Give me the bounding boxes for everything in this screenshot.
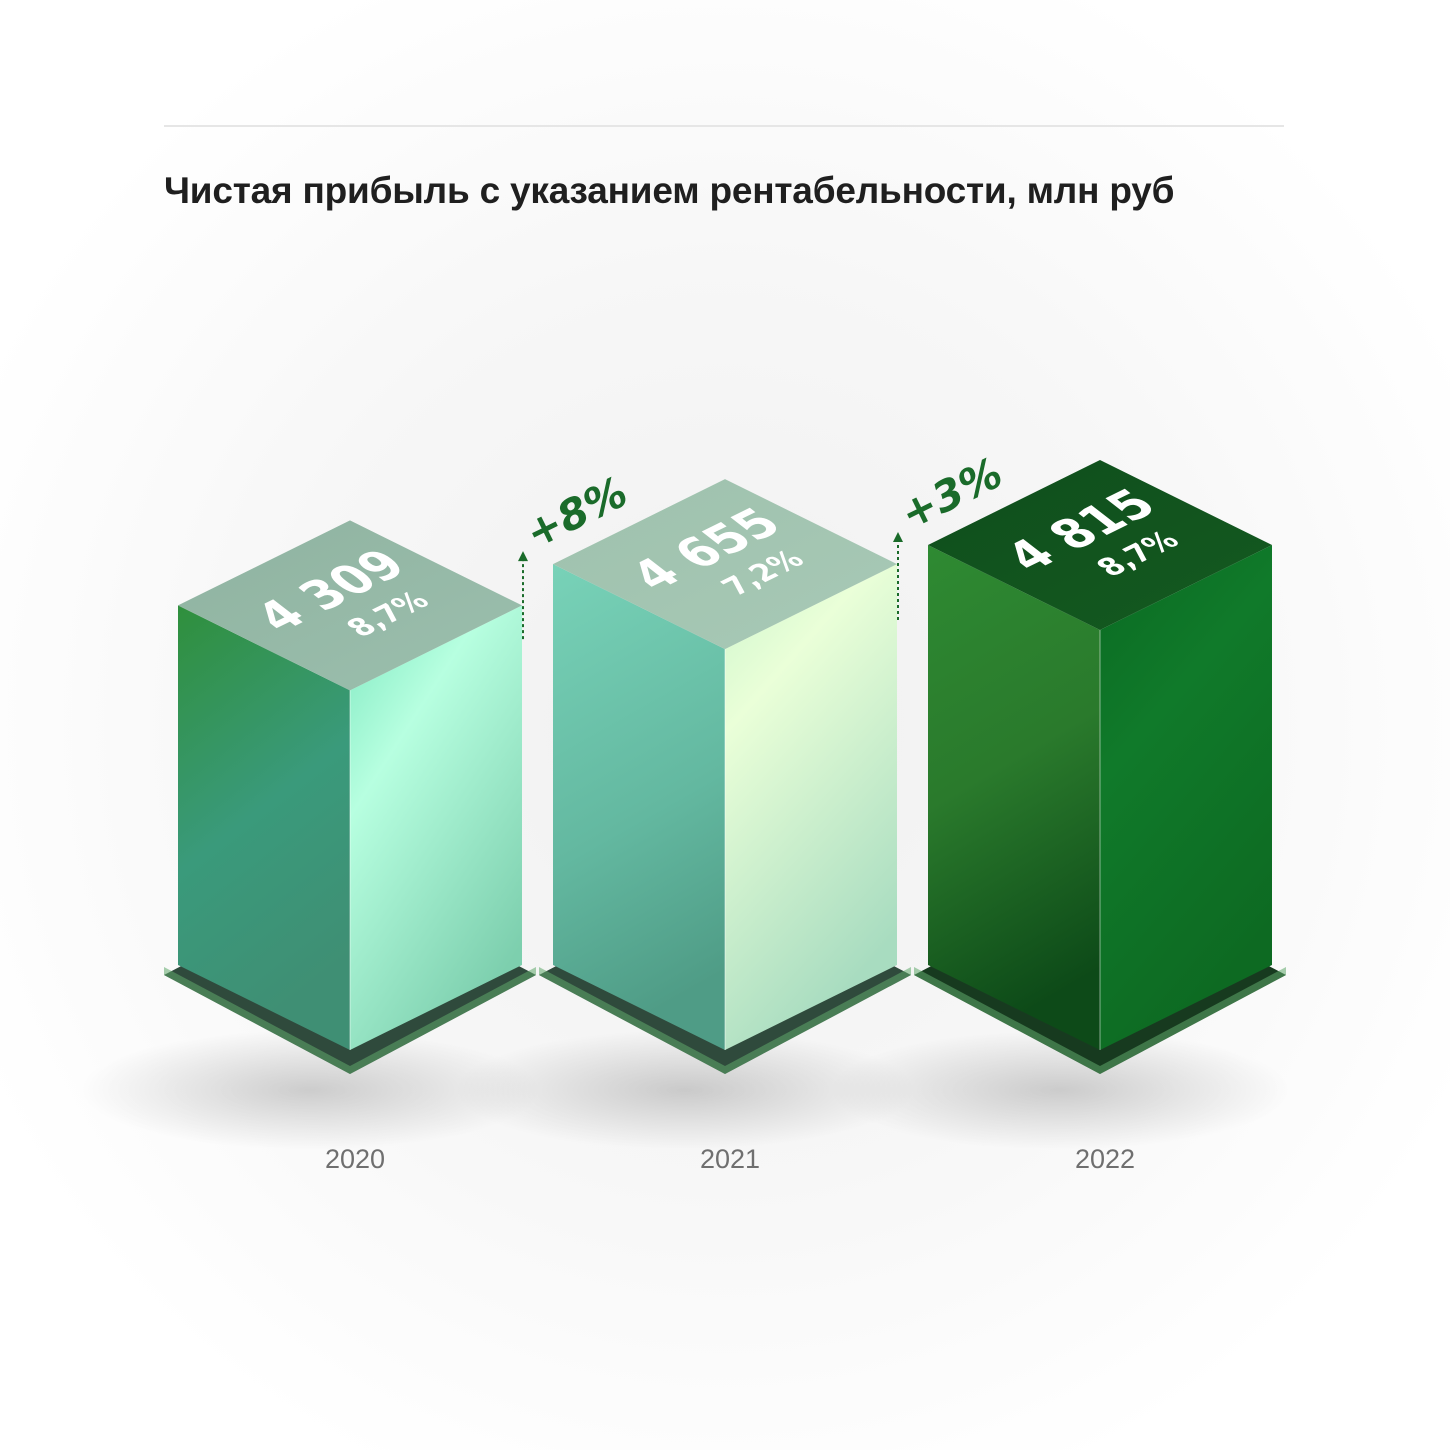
x-tick-label: 2022 — [1075, 1144, 1135, 1174]
bar-top-face — [178, 520, 522, 691]
growth-arrow-icon — [518, 551, 528, 562]
bar-top-face — [928, 460, 1272, 630]
chart-title: Чистая прибыль с указанием рентабельност… — [164, 170, 1175, 211]
x-tick-label: 2021 — [700, 1144, 760, 1174]
bar-shadow — [80, 1030, 540, 1150]
bar-right-face — [725, 564, 897, 1050]
bar-shadow — [455, 1030, 915, 1150]
bar-left-face — [178, 605, 350, 1050]
bar-right-face — [1100, 545, 1272, 1050]
x-tick-label: 2020 — [325, 1144, 385, 1174]
growth-arrow-icon — [893, 532, 903, 542]
top-divider — [164, 125, 1284, 127]
bar-shadow — [830, 1030, 1290, 1150]
bar-left-face — [928, 545, 1100, 1050]
bar-left-face — [553, 564, 725, 1050]
bar-top-face — [553, 479, 897, 650]
bar-right-face — [350, 605, 522, 1050]
